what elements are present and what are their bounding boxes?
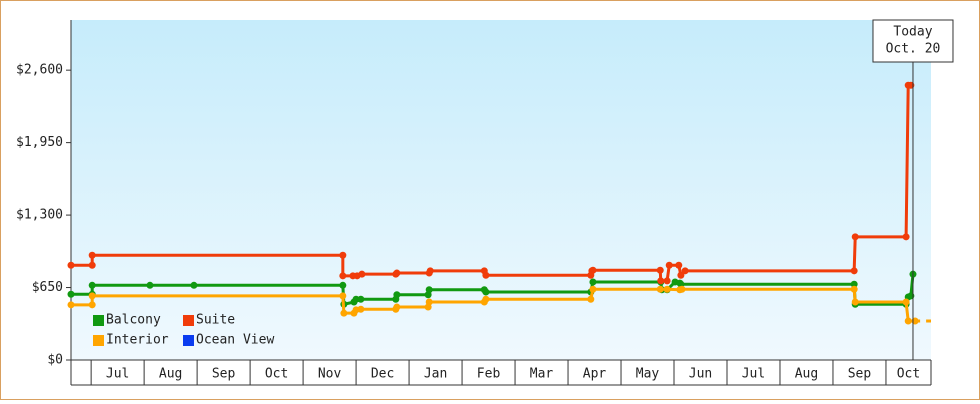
point — [339, 281, 347, 289]
point — [851, 298, 859, 306]
point — [657, 277, 665, 285]
point — [587, 295, 595, 303]
point — [340, 309, 348, 317]
point — [88, 261, 96, 269]
point — [393, 291, 401, 299]
today-label: Oct. 20 — [886, 42, 941, 57]
legend-swatch — [93, 315, 104, 326]
x-tick-label: Dec — [371, 367, 394, 382]
point — [425, 286, 433, 294]
legend-label: Interior — [106, 333, 169, 348]
x-tick-label: Aug — [159, 367, 182, 382]
point — [656, 285, 664, 293]
point — [851, 233, 859, 241]
point — [663, 285, 671, 293]
point — [589, 285, 597, 293]
point — [589, 278, 597, 286]
legend-label: Ocean View — [196, 333, 274, 348]
x-tick-label: Apr — [583, 367, 607, 382]
point — [67, 261, 75, 269]
point — [339, 251, 347, 259]
point — [850, 267, 858, 275]
x-tick-label: Sep — [212, 367, 236, 382]
point — [393, 269, 401, 277]
x-tick-label: Aug — [795, 367, 818, 382]
y-tick-label: $1,300 — [16, 208, 63, 223]
today-box — [872, 19, 954, 63]
x-tick-label: Sep — [848, 367, 872, 382]
point — [67, 301, 75, 309]
point — [663, 277, 671, 285]
point — [681, 267, 689, 275]
point — [850, 285, 858, 293]
legend-label: Balcony — [106, 313, 161, 328]
legend-swatch — [183, 315, 194, 326]
point — [902, 298, 910, 306]
point — [358, 270, 366, 278]
point — [393, 303, 401, 311]
x-tick-label: Jul — [106, 367, 129, 382]
point — [146, 281, 154, 289]
point — [190, 281, 198, 289]
x-tick-label: Feb — [477, 367, 501, 382]
y-tick-label: $2,600 — [16, 63, 63, 78]
point — [88, 301, 96, 309]
x-tick-label: Oct — [265, 367, 288, 382]
point — [678, 285, 686, 293]
legend-swatch — [93, 335, 104, 346]
x-tick-label: Jun — [689, 367, 712, 382]
y-tick-label: $0 — [47, 353, 63, 368]
point — [339, 272, 347, 280]
point — [482, 295, 490, 303]
point — [850, 280, 858, 288]
today-label: Today — [893, 25, 932, 40]
x-tick-label: Nov — [318, 367, 342, 382]
point — [357, 295, 365, 303]
y-tick-label: $1,950 — [16, 135, 63, 150]
point — [902, 233, 910, 241]
x-tick-label: Jan — [424, 367, 447, 382]
point — [88, 281, 96, 289]
point — [904, 317, 912, 325]
point — [67, 290, 75, 298]
plot-area — [71, 20, 931, 360]
x-tick-label: Jul — [742, 367, 765, 382]
point — [88, 292, 96, 300]
point — [665, 261, 673, 269]
legend-label: Suite — [196, 313, 235, 328]
point — [88, 251, 96, 259]
point — [675, 261, 683, 269]
point — [482, 288, 490, 296]
point — [339, 292, 347, 300]
point — [589, 266, 597, 274]
x-tick-label: May — [636, 367, 660, 382]
point — [426, 267, 434, 275]
point — [656, 266, 664, 274]
point — [357, 305, 365, 313]
point — [677, 271, 685, 279]
point — [425, 298, 433, 306]
x-tick-label: Mar — [530, 367, 554, 382]
legend-swatch — [183, 335, 194, 346]
point — [482, 271, 490, 279]
y-tick-label: $650 — [32, 280, 63, 295]
x-tick-label: Oct — [897, 367, 920, 382]
